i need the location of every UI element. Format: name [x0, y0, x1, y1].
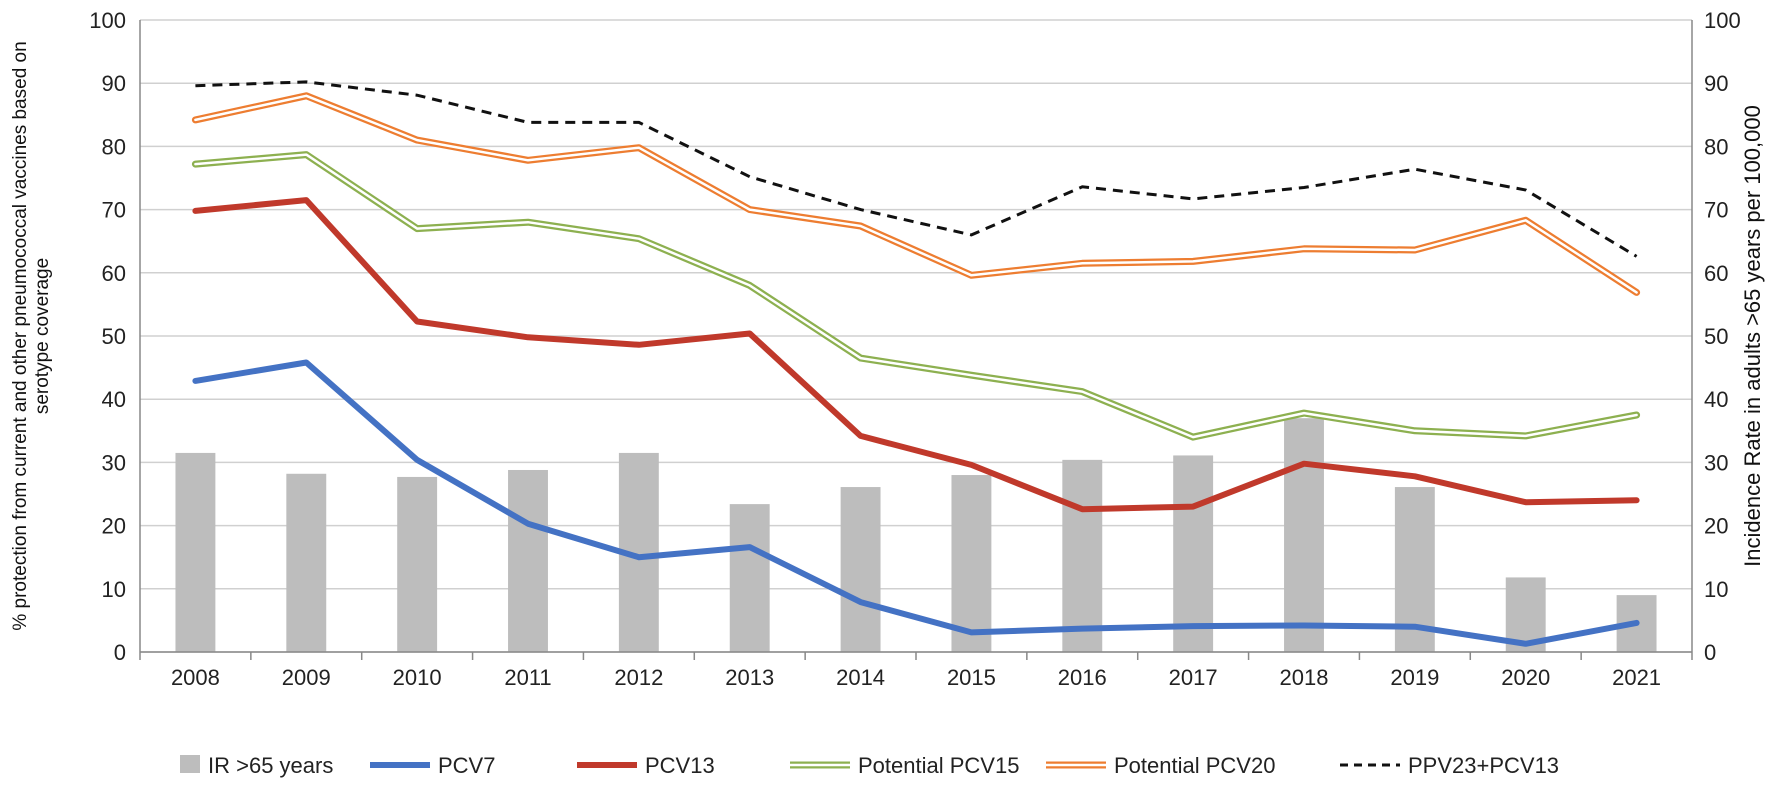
x-tick-label: 2012: [614, 665, 663, 690]
bar-2010: [397, 476, 438, 652]
right-tick-label: 90: [1704, 71, 1728, 96]
bar-2008: [175, 452, 216, 652]
line-potential-pcv15: [191, 151, 1641, 441]
bar-2017: [1173, 455, 1214, 652]
bar-2014: [840, 487, 881, 652]
left-tick-label: 80: [102, 134, 126, 159]
right-tick-label: 70: [1704, 198, 1728, 223]
legend-item-pcv7: PCV7: [370, 753, 495, 778]
gridlines: [140, 19, 1692, 653]
right-axis-title: Incidence Rate in adults >65 years per 1…: [1740, 105, 1765, 567]
left-axis-title: % protection from current and other pneu…: [10, 41, 53, 630]
left-axis-title-line2: serotype coverage: [32, 258, 53, 414]
legend-label: PPV23+PCV13: [1408, 753, 1559, 778]
left-tick-label: 10: [102, 577, 126, 602]
line-potential-pcv15-outer: [191, 151, 1641, 441]
line-potential-pcv15-inner: [194, 153, 1638, 439]
left-tick-label: 20: [102, 514, 126, 539]
line-potential-pcv20: [191, 92, 1641, 296]
bar-2015: [951, 475, 992, 652]
bar-series-ir: [175, 418, 1657, 652]
left-tick-label: 90: [102, 71, 126, 96]
x-tick-label: 2020: [1501, 665, 1550, 690]
legend-label: Potential PCV15: [858, 753, 1019, 778]
legend-label: Potential PCV20: [1114, 753, 1275, 778]
legend-item-ir-65-years: IR >65 years: [180, 753, 333, 778]
left-tick-label: 70: [102, 198, 126, 223]
legend: IR >65 years PCV7 PCV13 Potential PCV15 Pote…: [180, 753, 1559, 778]
right-tick-label: 100: [1704, 8, 1741, 33]
legend-swatch-bar: [180, 755, 200, 773]
right-tick-label: 50: [1704, 324, 1728, 349]
legend-item-potential-pcv15: Potential PCV15: [790, 753, 1019, 778]
right-tick-label: 80: [1704, 134, 1728, 159]
right-tick-label: 60: [1704, 261, 1728, 286]
left-tick-label: 60: [102, 261, 126, 286]
x-tick-label: 2010: [393, 665, 442, 690]
right-tick-label: 10: [1704, 577, 1728, 602]
left-axis-title-line1: % protection from current and other pneu…: [10, 41, 31, 630]
x-tick-label: 2015: [947, 665, 996, 690]
legend-label: PCV7: [438, 753, 495, 778]
line-series: [191, 80, 1641, 647]
x-tick-label: 2014: [836, 665, 885, 690]
legend-item-potential-pcv20: Potential PCV20: [1046, 753, 1275, 778]
legend-item-ppv23-pcv13: PPV23+PCV13: [1340, 753, 1559, 778]
legend-label: IR >65 years: [208, 753, 333, 778]
right-tick-label: 30: [1704, 450, 1728, 475]
line-potential-pcv20-outer: [191, 92, 1641, 296]
left-tick-label: 30: [102, 450, 126, 475]
line-potential-pcv20-inner: [194, 94, 1638, 294]
bar-2009: [286, 473, 327, 652]
bar-2013: [729, 504, 770, 652]
legend-item-pcv13: PCV13: [577, 753, 715, 778]
x-tick-label: 2021: [1612, 665, 1661, 690]
x-tick-label: 2017: [1169, 665, 1218, 690]
line-pcv7: [192, 359, 1640, 647]
right-tick-label: 0: [1704, 640, 1716, 665]
right-tick-label: 20: [1704, 514, 1728, 539]
bar-2011: [508, 469, 548, 652]
x-tick-label: 2008: [171, 665, 220, 690]
x-tick-label: 2011: [504, 665, 551, 690]
bar-2018: [1284, 418, 1324, 652]
left-tick-label: 50: [102, 324, 126, 349]
x-axis-ticks: 2008 2009 2010 2011 2012 2013 2014 2015 2016 2017…: [171, 665, 1661, 690]
left-tick-label: 100: [89, 8, 126, 33]
bar-2016: [1062, 459, 1103, 652]
x-tick-label: 2019: [1390, 665, 1439, 690]
left-tick-label: 0: [114, 640, 126, 665]
x-tick-label: 2009: [282, 665, 331, 690]
left-tick-label: 40: [102, 387, 126, 412]
x-tick-label: 2016: [1058, 665, 1107, 690]
right-axis-ticks: 0 10 20 30 40 50 60 70 80 90 100: [1704, 8, 1741, 665]
line-ppv23-pcv13: [195, 80, 1638, 258]
legend-label: PCV13: [645, 753, 715, 778]
x-tick-label: 2018: [1280, 665, 1329, 690]
right-tick-label: 40: [1704, 387, 1728, 412]
x-tick-label: 2013: [725, 665, 774, 690]
axes: [139, 20, 1693, 660]
axis-titles: % protection from current and other pneu…: [10, 41, 1765, 630]
line-pcv13: [192, 197, 1640, 513]
left-axis-ticks: 0 10 20 30 40 50 60 70 80 90 100: [89, 8, 126, 665]
